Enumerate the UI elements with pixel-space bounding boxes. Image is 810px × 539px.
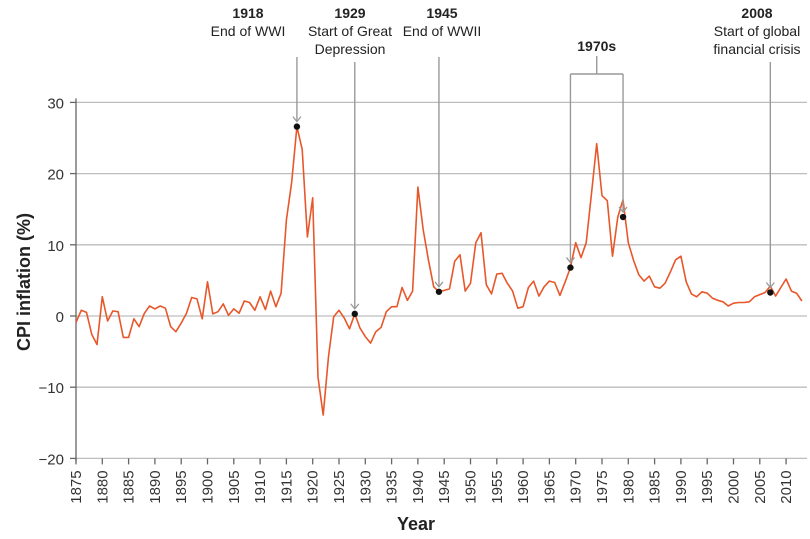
annotation-point [567, 264, 574, 271]
y-tick-label: 10 [47, 238, 64, 255]
x-tick-label: 1895 [173, 470, 190, 503]
annotation-year: 2008 [741, 5, 772, 21]
annotation-year: 1929 [334, 5, 365, 21]
y-axis-label: CPI inflation (%) [14, 213, 34, 351]
x-tick-label: 2005 [752, 470, 769, 503]
x-tick-label: 1935 [384, 470, 401, 503]
y-tick-label: −20 [39, 451, 64, 468]
x-tick-label: 1910 [252, 470, 269, 503]
annotation-point [767, 289, 774, 296]
arrow-head-icon [765, 282, 775, 289]
x-tick-label: 1970 [568, 470, 585, 503]
x-tick-label: 1905 [226, 470, 243, 503]
x-axis: 1875 1880 1885 1890 1895 1900 1905 1910 1915 1920… [68, 458, 795, 504]
x-tick-label: 1975 [594, 470, 611, 503]
x-tick-label: 1950 [463, 470, 480, 503]
x-tick-label: 1900 [200, 470, 217, 503]
x-tick-label: 1885 [121, 470, 138, 503]
arrow-head-icon [292, 116, 302, 123]
x-tick-label: 1930 [357, 470, 374, 503]
x-tick-label: 2010 [778, 470, 795, 503]
x-tick-label: 1945 [436, 470, 453, 503]
annotation-point [435, 288, 443, 295]
annotation-point [293, 123, 301, 130]
annotation-year: 1970s [577, 38, 616, 54]
x-tick-label: 1940 [410, 470, 427, 503]
arrow-head-icon [618, 206, 628, 214]
annotation: 1970s [565, 38, 628, 271]
annotation-text: Depression [315, 41, 386, 57]
x-tick-label: 1955 [489, 470, 506, 503]
arrow-head-icon [565, 257, 575, 264]
annotation-text: End of WWI [211, 23, 286, 39]
annotation: 1918 End of WWI [211, 5, 302, 130]
y-tick-label: 20 [47, 167, 64, 184]
x-tick-label: 1925 [331, 470, 348, 503]
x-tick-label: 1875 [68, 470, 85, 503]
annotation: 2008 Start of global financial crisis [713, 5, 801, 296]
y-tick-label: −10 [39, 380, 64, 397]
x-tick-label: 1990 [673, 470, 690, 503]
annotation: 1945 End of WWII [403, 5, 482, 295]
x-tick-label: 1880 [94, 470, 111, 503]
arrow-head-icon [434, 281, 444, 288]
gridlines [76, 101, 807, 460]
annotation-year: 1945 [426, 5, 457, 21]
annotation-text: End of WWII [403, 23, 482, 39]
x-tick-label: 1915 [278, 470, 295, 503]
arrow-head-icon [350, 303, 360, 310]
annotation-year: 1918 [232, 5, 263, 21]
x-tick-label: 1980 [620, 470, 637, 503]
x-tick-label: 1995 [699, 470, 716, 503]
annotation-point [619, 213, 627, 221]
y-axis: 30 20 10 0 −10 −20 [39, 95, 77, 468]
x-tick-label: 1985 [647, 470, 664, 503]
x-tick-label: 2000 [726, 470, 743, 503]
annotation-text: financial crisis [713, 41, 800, 57]
x-tick-label: 1960 [515, 470, 532, 503]
x-tick-label: 1920 [305, 470, 322, 503]
annotation: 1929 Start of Great Depression [308, 5, 392, 318]
x-tick-label: 1965 [541, 470, 558, 503]
annotations: 1918 End of WWI 1929 Start of Great Depressi… [211, 5, 801, 318]
y-tick-label: 30 [47, 95, 64, 112]
annotation-point [351, 310, 358, 318]
annotation-text: Start of global [714, 23, 800, 39]
y-tick-label: 0 [56, 309, 64, 326]
x-tick-label: 1890 [147, 470, 164, 503]
annotation-text: Start of Great [308, 23, 392, 39]
x-axis-label: Year [397, 514, 435, 534]
